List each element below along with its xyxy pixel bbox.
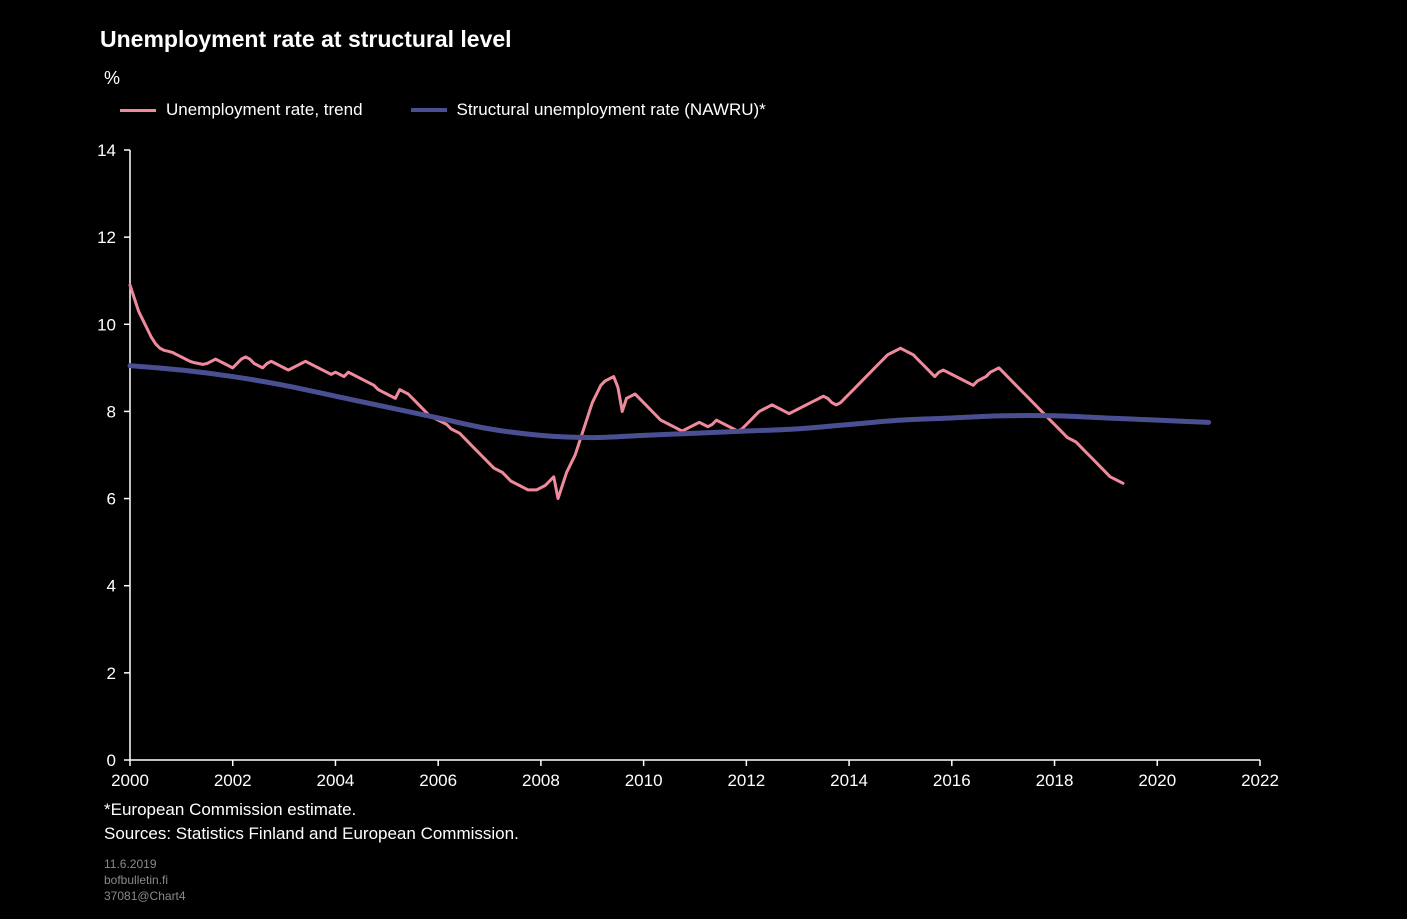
svg-text:2006: 2006 [419,771,457,790]
footer-date: 11.6.2019 [104,856,186,872]
plot-svg: 0 2 4 6 8 10 12 14 2000 2002 2004 2006 2008 2010 2012 2… [0,0,1407,919]
svg-text:2004: 2004 [317,771,355,790]
svg-text:2002: 2002 [214,771,252,790]
svg-text:2: 2 [107,664,116,683]
svg-text:8: 8 [107,402,116,421]
svg-text:6: 6 [107,490,116,509]
svg-text:12: 12 [97,228,116,247]
source-line: Sources: Statistics Finland and European… [104,824,519,844]
svg-text:2008: 2008 [522,771,560,790]
svg-text:14: 14 [97,141,116,160]
svg-text:2016: 2016 [933,771,971,790]
svg-text:2000: 2000 [111,771,149,790]
svg-text:2018: 2018 [1036,771,1074,790]
svg-text:2020: 2020 [1138,771,1176,790]
svg-text:4: 4 [107,577,116,596]
svg-text:10: 10 [97,315,116,334]
svg-text:2022: 2022 [1241,771,1279,790]
chart-container: Unemployment rate at structural level % … [0,0,1407,919]
svg-text:0: 0 [107,751,116,770]
svg-text:2014: 2014 [830,771,868,790]
svg-text:2010: 2010 [625,771,663,790]
footer-id: 37081@Chart4 [104,888,186,904]
svg-text:2012: 2012 [727,771,765,790]
footer-site: bofbulletin.fi [104,872,186,888]
footnote: *European Commission estimate. [104,800,356,820]
footer-meta: 11.6.2019 bofbulletin.fi 37081@Chart4 [104,856,186,905]
